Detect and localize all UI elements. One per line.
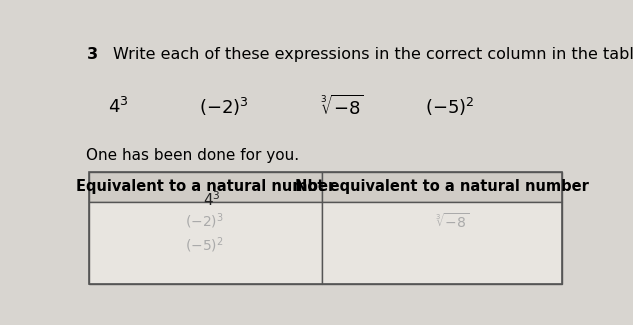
Bar <box>322 202 562 284</box>
Bar <box>89 172 322 202</box>
Text: $(-5)^2$: $(-5)^2$ <box>185 236 223 255</box>
Bar <box>89 172 562 284</box>
Text: $\sqrt[3]{-8}$: $\sqrt[3]{-8}$ <box>320 95 363 119</box>
Text: $\sqrt[3]{-8}$: $\sqrt[3]{-8}$ <box>435 212 469 231</box>
Text: Not equivalent to a natural number: Not equivalent to a natural number <box>295 179 589 194</box>
Text: $(-2)^3$: $(-2)^3$ <box>199 96 249 118</box>
Text: $(-5)^2$: $(-5)^2$ <box>425 96 474 118</box>
Text: $4^3$: $4^3$ <box>108 97 128 117</box>
Text: $4^3$: $4^3$ <box>203 190 220 209</box>
Text: 3: 3 <box>87 46 97 61</box>
Text: $(-2)^3$: $(-2)^3$ <box>185 212 223 231</box>
Text: Equivalent to a natural number: Equivalent to a natural number <box>76 179 335 194</box>
Text: One has been done for you.: One has been done for you. <box>87 148 299 163</box>
Bar <box>89 202 322 284</box>
Text: Write each of these expressions in the correct column in the table.: Write each of these expressions in the c… <box>113 46 633 61</box>
Bar <box>322 172 562 202</box>
